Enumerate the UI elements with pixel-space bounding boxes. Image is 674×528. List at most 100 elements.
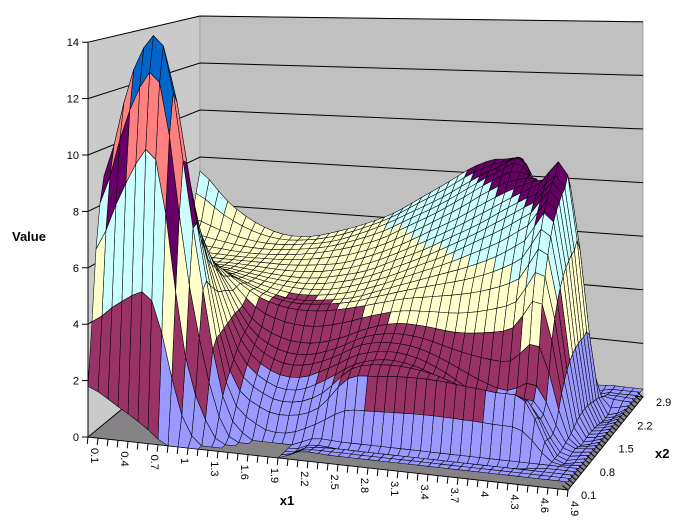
x1-axis-tick [216, 451, 219, 459]
x1-axis-tick [446, 476, 449, 484]
value-tick-label: 12 [67, 94, 79, 106]
x2-axis-tick [631, 398, 638, 405]
x1-axis-tick [116, 440, 119, 448]
x2-tick-label: 0.1 [581, 490, 596, 502]
x1-axis-tick [146, 443, 149, 451]
x1-tick-label: 0.7 [148, 455, 160, 470]
x1-axis-tick [396, 471, 399, 479]
x1-axis-tick [326, 463, 329, 471]
x1-axis-tick [296, 460, 299, 468]
x1-axis-tick [266, 456, 269, 464]
x1-axis-tick [86, 436, 89, 445]
x1-tick-label: 1 [178, 458, 190, 464]
value-gridline [87, 15, 644, 43]
x1-axis-tick [336, 464, 339, 472]
x2-axis-tick [623, 408, 630, 414]
x1-axis-tick [536, 486, 539, 494]
x1-tick-label: 2.5 [328, 475, 340, 490]
x1-tick-label: 4 [478, 491, 490, 497]
x2-axis-tick [605, 432, 612, 438]
x1-tick-label: 0.1 [88, 448, 100, 463]
x2-axis-tick [637, 392, 644, 398]
value-gridline [87, 62, 644, 100]
x2-axis-tick [621, 412, 628, 418]
x2-axis-tick [583, 458, 590, 464]
x1-axis-tick [496, 482, 499, 490]
x1-tick-label: 1.9 [268, 468, 280, 483]
x1-axis-tick [346, 465, 349, 473]
x2-axis-tick [610, 425, 617, 431]
x1-axis-tick [106, 439, 109, 447]
x1-axis-tick [366, 467, 369, 475]
x1-axis-tick [416, 473, 419, 481]
x1-axis-tick [526, 485, 529, 493]
x2-axis-tick [626, 405, 633, 411]
x2-axis-tick [634, 395, 641, 401]
x1-axis-tick [486, 481, 489, 489]
value-tick-label: 2 [73, 376, 79, 388]
x2-axis-tick [586, 455, 593, 461]
x1-axis-tick [546, 487, 549, 495]
x1-axis-tick [456, 477, 459, 485]
x1-axis-tick [176, 446, 179, 454]
x1-axis-tick [476, 480, 479, 488]
x2-axis-tick [594, 445, 601, 451]
x2-axis-title: x2 [655, 446, 669, 461]
x2-axis-tick [578, 465, 585, 471]
x1-axis-tick [516, 484, 519, 492]
x1-tick-label: 4.3 [508, 494, 520, 509]
x1-axis-tick [376, 468, 379, 477]
x1-axis-tick [166, 445, 169, 453]
x1-axis-tick [356, 466, 359, 474]
x1-axis-tick [246, 454, 249, 462]
surface-mesh [87, 35, 644, 483]
value-tick-label: 8 [73, 206, 79, 218]
x2-axis-tick [564, 481, 571, 488]
x1-tick-label: 1.3 [208, 461, 220, 476]
x1-axis-tick [96, 438, 99, 446]
x2-axis-tick [572, 471, 580, 478]
x2-axis-tick [629, 402, 636, 408]
x2-tick-label: 2.2 [637, 420, 652, 432]
x1-axis-title: x1 [280, 493, 294, 508]
x2-axis-tick [589, 452, 596, 458]
x2-axis-tick [613, 422, 620, 428]
x1-axis-tick [236, 453, 239, 461]
x1-axis-tick [556, 488, 559, 496]
x1-axis-tick [226, 452, 229, 460]
x1-axis-tick [306, 461, 309, 469]
x2-axis-tick [602, 435, 609, 441]
x1-tick-label: 2.8 [358, 478, 370, 493]
x1-axis-tick [206, 450, 209, 458]
x1-tick-label: 2.2 [298, 471, 310, 486]
x1-tick-label: 3.7 [448, 488, 460, 503]
x2-axis-tick [570, 475, 577, 481]
x2-axis-tick [575, 468, 582, 474]
x1-axis-tick [426, 474, 429, 482]
x1-axis-tick [466, 478, 469, 486]
x2-axis-tick [567, 478, 574, 484]
value-tick-label: 6 [73, 263, 79, 275]
x1-axis-tick [276, 457, 279, 465]
x1-axis-tick [136, 442, 139, 450]
x2-axis-tick [597, 442, 604, 448]
x1-axis-tick [406, 472, 409, 480]
x2-axis-tick [591, 448, 598, 454]
x1-axis-tick [436, 475, 439, 483]
x1-tick-label: 1.6 [238, 465, 250, 480]
x1-axis-tick [256, 455, 259, 463]
x1-tick-label: 4.6 [538, 498, 550, 513]
value-tick-label: 14 [67, 37, 79, 49]
x2-tick-label: 1.5 [619, 444, 634, 456]
x1-tick-label: 3.4 [418, 484, 430, 499]
surface-cell [87, 315, 103, 392]
x1-tick-label: 4.9 [568, 501, 580, 516]
value-tick-label: 0 [73, 432, 79, 444]
x2-tick-label: 0.8 [600, 467, 615, 479]
x1-axis-tick [126, 441, 129, 449]
value-tick-label: 4 [73, 319, 79, 331]
x2-axis-tick [607, 428, 614, 434]
x1-axis-tick [196, 449, 199, 457]
chart-axes: 0 2 4 6 8 10 12 14 0.1 0.4 0.7 1 1.3 1.6 1.9 2.2 2.5 2.8 3… [67, 37, 672, 516]
